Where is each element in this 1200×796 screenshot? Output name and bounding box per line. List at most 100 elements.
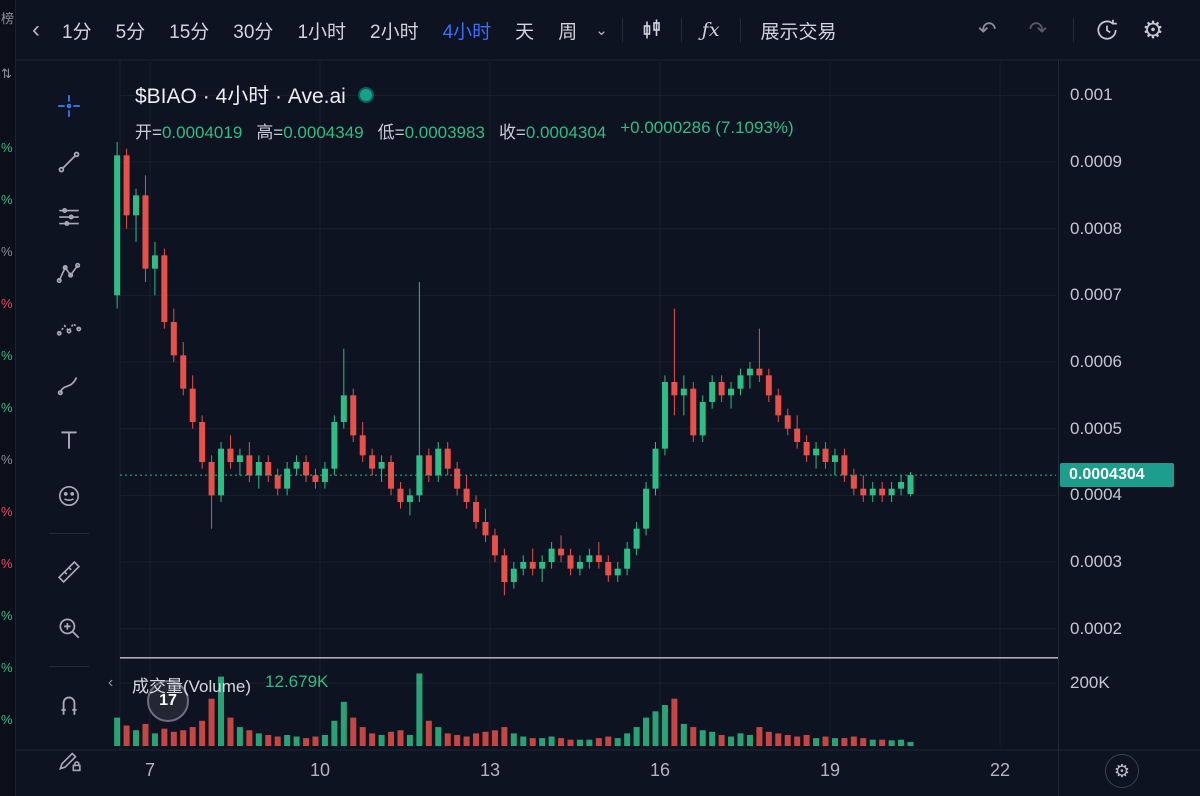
settings-button[interactable]: ⚙: [1132, 11, 1174, 49]
low-label: 低=: [377, 123, 405, 142]
text-tool-button[interactable]: [49, 420, 89, 460]
clipped-background-text: %: [1, 140, 13, 155]
ruler-icon: [57, 561, 80, 584]
redo-icon: ↷: [1028, 17, 1047, 42]
emoji-tool-button[interactable]: [49, 476, 89, 516]
redo-button[interactable]: ↷: [1015, 11, 1061, 49]
timeframe-button[interactable]: 2小时: [370, 21, 419, 43]
pencil-lock-icon: [58, 752, 81, 772]
open-value: 0.0004019: [161, 123, 243, 142]
volume-legend: 成交量(Volume) 12.679K: [132, 672, 328, 697]
price-axis[interactable]: 0.0004304 200K 0.001 0.0009 0.0008 0.0007 0.…: [1058, 60, 1200, 750]
trend-line-icon: [58, 151, 79, 172]
brush-tool-button[interactable]: [49, 364, 89, 404]
timeframe-button[interactable]: 周: [558, 21, 578, 43]
price-axis-tick: 0.001: [1070, 85, 1113, 105]
horizontal-lines-icon: [58, 208, 79, 227]
timeframe-button[interactable]: 30分: [233, 21, 274, 43]
price-axis-tick: 0.0002: [1070, 618, 1122, 638]
time-axis-tick: 22: [990, 760, 1011, 780]
price-axis-tick: 0.0005: [1070, 418, 1122, 438]
smiley-icon: [58, 485, 79, 506]
clipped-background-text: %: [1, 660, 13, 675]
ruler-tool-button[interactable]: [49, 552, 89, 592]
clipped-background-text: %: [1, 608, 13, 623]
chevron-left-icon: ‹: [108, 674, 114, 691]
indicators-button[interactable]: ƒx: [690, 11, 732, 49]
toolbar-divider: [739, 18, 741, 42]
timeframe-button[interactable]: 4小时: [442, 21, 492, 43]
close-label: 收=: [498, 123, 526, 142]
back-button[interactable]: ‹: [22, 11, 50, 49]
clipped-background-text: %: [1, 192, 13, 207]
show-trades-button[interactable]: 展示交易: [760, 21, 837, 43]
timeframe-button[interactable]: 1分: [62, 21, 92, 43]
replay-clock-icon: [1097, 19, 1117, 40]
pane-collapse-button[interactable]: ‹: [108, 674, 113, 692]
crosshair-icon: [57, 94, 80, 117]
timeframe-button[interactable]: 天: [515, 21, 535, 43]
volume-axis-label: 200K: [1070, 672, 1110, 692]
price-axis-tick: 0.0006: [1070, 352, 1122, 371]
candlestick-icon: [643, 19, 660, 39]
toolbar-divider: [48, 533, 89, 535]
drawing-lock-tool-button[interactable]: [49, 740, 89, 780]
text-icon: [60, 431, 77, 449]
clipped-background-text: %: [1, 504, 13, 519]
timeframe-button[interactable]: 1小时: [297, 21, 347, 43]
drawing-toolbar: [17, 60, 120, 796]
timeframe-button[interactable]: 15分: [169, 21, 210, 43]
horizontal-line-tool-button[interactable]: [49, 197, 89, 237]
back-chevron-icon: ‹: [32, 16, 40, 43]
pattern-tool-button[interactable]: [49, 253, 89, 293]
clipped-background-text: %: [1, 452, 13, 467]
time-axis-tick: 19: [820, 760, 841, 780]
replay-button[interactable]: [1086, 11, 1128, 49]
brush-icon: [57, 377, 77, 396]
close-value: 0.0004304: [525, 123, 607, 142]
timeframe-button[interactable]: 5分: [115, 21, 146, 43]
magnifier-plus-icon: [58, 618, 79, 639]
xabcd-pattern-icon: [56, 262, 80, 283]
magnet-tool-button[interactable]: [49, 685, 89, 725]
chart-style-button[interactable]: [631, 11, 673, 49]
ohlc-legend: 开=0.0004019 高=0.0004349 低=0.0003983 收=0.…: [135, 118, 794, 143]
time-axis-tick: 16: [650, 760, 671, 780]
clipped-background-text: %: [1, 556, 13, 571]
clipped-background-text: %: [1, 296, 13, 311]
time-axis[interactable]: 7 10 13 16 19 22: [16, 750, 1200, 796]
gear-circle-icon: ⚙: [1113, 760, 1131, 781]
clipped-background-text: %: [1, 348, 13, 363]
toolbar-right-group: ↶ ↷ ⚙: [964, 11, 1174, 49]
price-axis-tick: 0.0008: [1070, 218, 1122, 238]
top-toolbar: ‹ 1分 5分 15分 30分 1小时 2小时 4小时 天 周 ⌄ ƒx 展示交易 ↶ ↷ ⚙: [16, 0, 1200, 60]
clipped-background-text: ⇅: [1, 66, 12, 81]
high-label: 高=: [256, 123, 284, 142]
symbol-legend: $BIAO · 4小时 · Ave.ai: [135, 80, 374, 110]
crosshair-tool-button[interactable]: [49, 86, 89, 126]
fx-icon: ƒx: [701, 19, 720, 41]
trend-line-tool-button[interactable]: [49, 142, 89, 182]
change-value: +0.0000286 (7.1093%): [620, 118, 794, 137]
current-price-label: 0.0004304: [1060, 463, 1174, 488]
time-axis-tick: 13: [480, 760, 501, 780]
price-axis-tick: 0.0004: [1070, 485, 1122, 505]
undo-button[interactable]: ↶: [964, 11, 1010, 49]
timeframe-dropdown-button[interactable]: ⌄: [589, 11, 614, 49]
zoom-in-tool-button[interactable]: [49, 608, 89, 648]
elliott-wave-tool-button[interactable]: [49, 309, 89, 349]
volume-label: 成交量(Volume): [132, 677, 252, 696]
toolbar-divider: [680, 18, 682, 42]
clipped-background-text: %: [1, 244, 13, 259]
time-axis-tick: 7: [144, 760, 155, 780]
count-badge[interactable]: 17: [147, 680, 189, 722]
clipped-background-text: 榜: [1, 11, 15, 26]
toolbar-divider: [621, 18, 623, 42]
gear-icon: ⚙: [1142, 16, 1164, 44]
chart-settings-button[interactable]: ⚙: [1105, 754, 1139, 788]
low-value: 0.0003983: [404, 123, 485, 142]
high-value: 0.0004349: [283, 123, 364, 142]
clipped-background-text: %: [1, 712, 13, 727]
